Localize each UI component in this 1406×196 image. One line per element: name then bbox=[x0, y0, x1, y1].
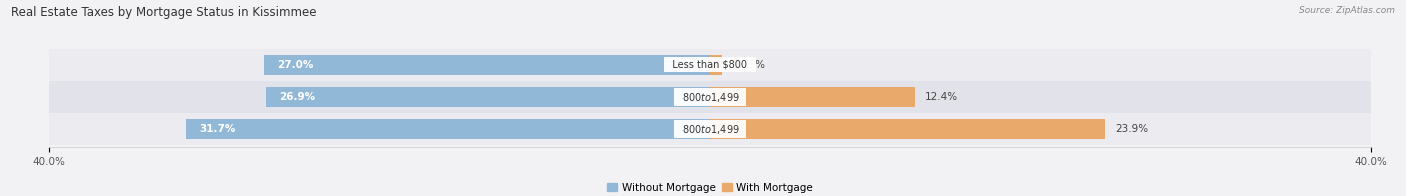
Text: 0.75%: 0.75% bbox=[733, 60, 765, 70]
Bar bbox=[49, 113, 1371, 145]
Bar bbox=[710, 55, 723, 75]
Bar bbox=[266, 87, 710, 107]
Text: Less than $800: Less than $800 bbox=[666, 60, 754, 70]
Text: Source: ZipAtlas.com: Source: ZipAtlas.com bbox=[1299, 6, 1395, 15]
Legend: Without Mortgage, With Mortgage: Without Mortgage, With Mortgage bbox=[603, 178, 817, 196]
Text: 12.4%: 12.4% bbox=[925, 92, 957, 102]
Text: Real Estate Taxes by Mortgage Status in Kissimmee: Real Estate Taxes by Mortgage Status in … bbox=[11, 6, 316, 19]
Bar bbox=[710, 119, 1105, 139]
Bar bbox=[187, 119, 710, 139]
Text: 23.9%: 23.9% bbox=[1115, 124, 1147, 134]
Bar bbox=[49, 81, 1371, 113]
Text: 31.7%: 31.7% bbox=[200, 124, 236, 134]
Text: 27.0%: 27.0% bbox=[277, 60, 314, 70]
Bar bbox=[710, 87, 915, 107]
Bar bbox=[49, 49, 1371, 81]
Text: $800 to $1,499: $800 to $1,499 bbox=[676, 91, 744, 103]
Text: $800 to $1,499: $800 to $1,499 bbox=[676, 123, 744, 136]
Bar bbox=[264, 55, 710, 75]
Text: 26.9%: 26.9% bbox=[278, 92, 315, 102]
